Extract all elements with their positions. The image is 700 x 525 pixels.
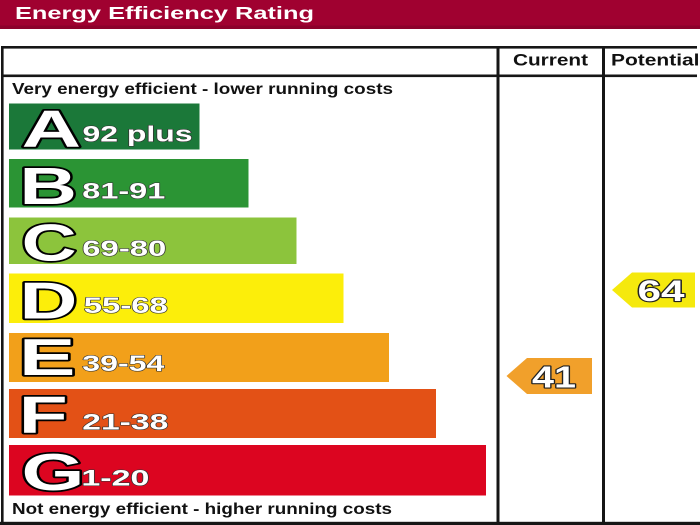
svg-text:Very energy efficient - lower: Very energy efficient - lower running co… [12,81,393,98]
svg-text:C: C [22,215,77,273]
svg-text:64: 64 [638,275,685,308]
svg-text:G: G [22,444,85,502]
svg-text:Potential: Potential [611,51,700,70]
svg-text:39-54: 39-54 [82,351,165,376]
svg-text:Current: Current [513,51,588,70]
svg-text:Not energy efficient - higher: Not energy efficient - higher running co… [12,501,392,518]
svg-text:D: D [20,272,78,330]
svg-text:F: F [19,386,68,444]
svg-text:B: B [19,158,77,216]
svg-text:A: A [22,101,81,159]
svg-text:69-80: 69-80 [82,236,166,261]
svg-text:21-38: 21-38 [82,410,168,435]
svg-text:92 plus: 92 plus [83,121,193,146]
svg-text:E: E [19,329,76,387]
svg-text:1-20: 1-20 [81,465,149,490]
svg-text:55-68: 55-68 [84,293,168,318]
svg-text:Energy Efficiency Rating: Energy Efficiency Rating [15,3,314,23]
svg-text:41: 41 [532,360,576,395]
svg-text:81-91: 81-91 [82,178,165,203]
